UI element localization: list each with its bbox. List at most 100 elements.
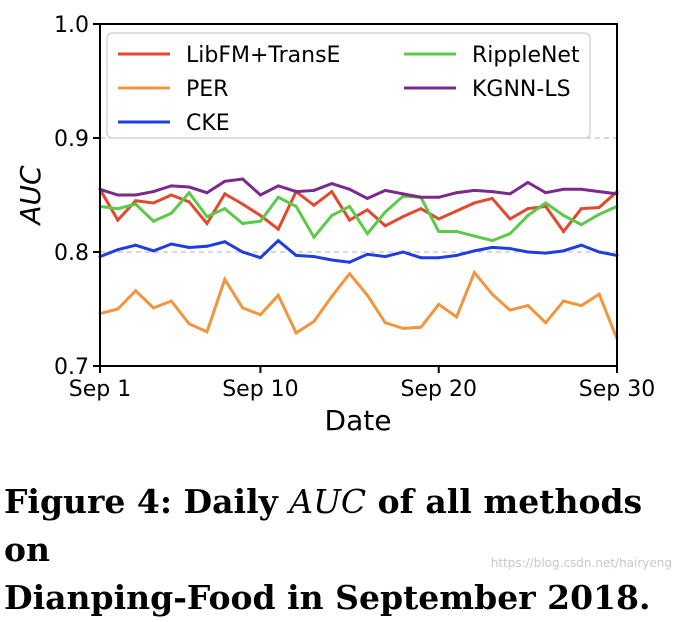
point-libfm-transe-8 bbox=[223, 192, 227, 196]
point-ripplenet-20 bbox=[437, 229, 441, 233]
series-lines bbox=[98, 177, 619, 341]
point-libfm-transe-28 bbox=[579, 207, 583, 211]
point-cke-9 bbox=[241, 250, 245, 254]
point-kgnn-ls-4 bbox=[151, 190, 155, 194]
point-libfm-transe-25 bbox=[526, 207, 530, 211]
point-kgnn-ls-23 bbox=[490, 190, 494, 194]
point-cke-23 bbox=[490, 245, 494, 249]
point-per-3 bbox=[134, 289, 138, 293]
point-libfm-transe-19 bbox=[419, 207, 423, 211]
point-kgnn-ls-25 bbox=[526, 180, 530, 184]
point-cke-19 bbox=[419, 256, 423, 260]
point-libfm-transe-24 bbox=[508, 217, 512, 221]
point-kgnn-ls-29 bbox=[597, 190, 601, 194]
point-kgnn-ls-6 bbox=[187, 185, 191, 189]
legend-label-ripplenet: RippleNet bbox=[472, 43, 580, 68]
point-ripplenet-27 bbox=[562, 214, 566, 218]
point-per-9 bbox=[241, 306, 245, 310]
point-ripplenet-3 bbox=[134, 202, 138, 206]
point-libfm-transe-9 bbox=[241, 202, 245, 206]
x-axis-label: Date bbox=[325, 404, 392, 437]
y-tick-label-3: 1.0 bbox=[54, 13, 89, 38]
point-kgnn-ls-17 bbox=[383, 188, 387, 192]
point-cke-2 bbox=[116, 248, 120, 252]
point-kgnn-ls-9 bbox=[241, 177, 245, 181]
point-ripplenet-17 bbox=[383, 210, 387, 214]
point-per-2 bbox=[116, 307, 120, 311]
point-cke-21 bbox=[455, 253, 459, 257]
point-ripplenet-14 bbox=[330, 214, 334, 218]
point-ripplenet-7 bbox=[205, 215, 209, 219]
point-kgnn-ls-27 bbox=[562, 187, 566, 191]
caption-prefix: Figure 4: Daily bbox=[4, 482, 290, 521]
point-per-24 bbox=[508, 308, 512, 312]
point-kgnn-ls-8 bbox=[223, 179, 227, 183]
y-tick-label-2: 0.9 bbox=[54, 127, 89, 152]
point-ripplenet-8 bbox=[223, 207, 227, 211]
x-tick-label-1: Sep 10 bbox=[222, 377, 298, 402]
point-cke-7 bbox=[205, 244, 209, 248]
point-ripplenet-6 bbox=[187, 191, 191, 195]
caption-line1-end: of all methods on bbox=[4, 482, 643, 569]
point-ripplenet-4 bbox=[151, 219, 155, 223]
point-kgnn-ls-20 bbox=[437, 195, 441, 199]
point-ripplenet-9 bbox=[241, 222, 245, 225]
point-kgnn-ls-19 bbox=[419, 195, 423, 199]
point-kgnn-ls-2 bbox=[116, 193, 120, 197]
point-per-23 bbox=[490, 292, 494, 296]
series-line-per bbox=[99, 269, 619, 340]
legend-label-per: PER bbox=[186, 77, 228, 102]
point-cke-4 bbox=[151, 249, 155, 253]
point-kgnn-ls-10 bbox=[258, 193, 262, 197]
point-kgnn-ls-24 bbox=[508, 192, 512, 196]
point-libfm-transe-2 bbox=[116, 218, 120, 222]
point-libfm-transe-20 bbox=[437, 217, 441, 221]
point-per-26 bbox=[544, 321, 548, 325]
point-libfm-transe-21 bbox=[455, 209, 459, 213]
x-tick-label-2: Sep 20 bbox=[400, 377, 476, 402]
point-ripplenet-2 bbox=[116, 207, 120, 211]
point-cke-18 bbox=[401, 250, 405, 254]
point-per-13 bbox=[312, 320, 316, 324]
point-ripplenet-16 bbox=[365, 232, 369, 236]
point-ripplenet-11 bbox=[276, 195, 280, 199]
point-kgnn-ls-3 bbox=[134, 193, 138, 197]
point-per-4 bbox=[151, 306, 155, 310]
point-ripplenet-24 bbox=[508, 232, 512, 236]
point-cke-15 bbox=[348, 260, 352, 264]
point-cke-24 bbox=[508, 247, 512, 251]
point-per-20 bbox=[437, 302, 441, 306]
legend-label-cke: CKE bbox=[186, 111, 230, 136]
point-libfm-transe-18 bbox=[401, 215, 405, 219]
point-kgnn-ls-5 bbox=[169, 184, 173, 188]
point-per-18 bbox=[401, 326, 405, 330]
point-cke-11 bbox=[276, 239, 280, 243]
point-per-10 bbox=[258, 313, 262, 317]
point-cke-10 bbox=[258, 256, 262, 260]
point-kgnn-ls-11 bbox=[276, 184, 280, 188]
point-ripplenet-5 bbox=[169, 211, 173, 215]
x-tick-label-0: Sep 1 bbox=[69, 377, 131, 402]
y-tick-label-1: 0.8 bbox=[54, 241, 89, 266]
legend-label-libfm-transe: LibFM+TransE bbox=[186, 43, 340, 68]
point-cke-22 bbox=[472, 249, 476, 253]
axis-ticks: 0.7 0.8 0.9 1.0 Sep 1 Sep 10 Sep 20 Sep 30 bbox=[54, 13, 655, 402]
point-libfm-transe-11 bbox=[276, 227, 280, 231]
point-per-16 bbox=[365, 293, 369, 297]
point-cke-27 bbox=[562, 249, 566, 253]
point-per-17 bbox=[383, 321, 387, 325]
point-libfm-transe-13 bbox=[312, 203, 316, 207]
point-libfm-transe-27 bbox=[562, 229, 566, 233]
point-cke-20 bbox=[437, 256, 441, 260]
point-kgnn-ls-14 bbox=[330, 182, 334, 186]
point-kgnn-ls-12 bbox=[294, 190, 298, 194]
point-cke-13 bbox=[312, 255, 316, 259]
series-line-cke bbox=[99, 238, 618, 264]
point-per-22 bbox=[472, 271, 476, 275]
y-tick-label-0: 0.7 bbox=[54, 355, 89, 380]
point-ripplenet-29 bbox=[597, 212, 601, 216]
point-libfm-transe-15 bbox=[348, 218, 352, 222]
point-ripplenet-23 bbox=[490, 239, 494, 243]
caption-italic-term: AUC bbox=[289, 482, 367, 521]
point-cke-6 bbox=[187, 245, 191, 249]
